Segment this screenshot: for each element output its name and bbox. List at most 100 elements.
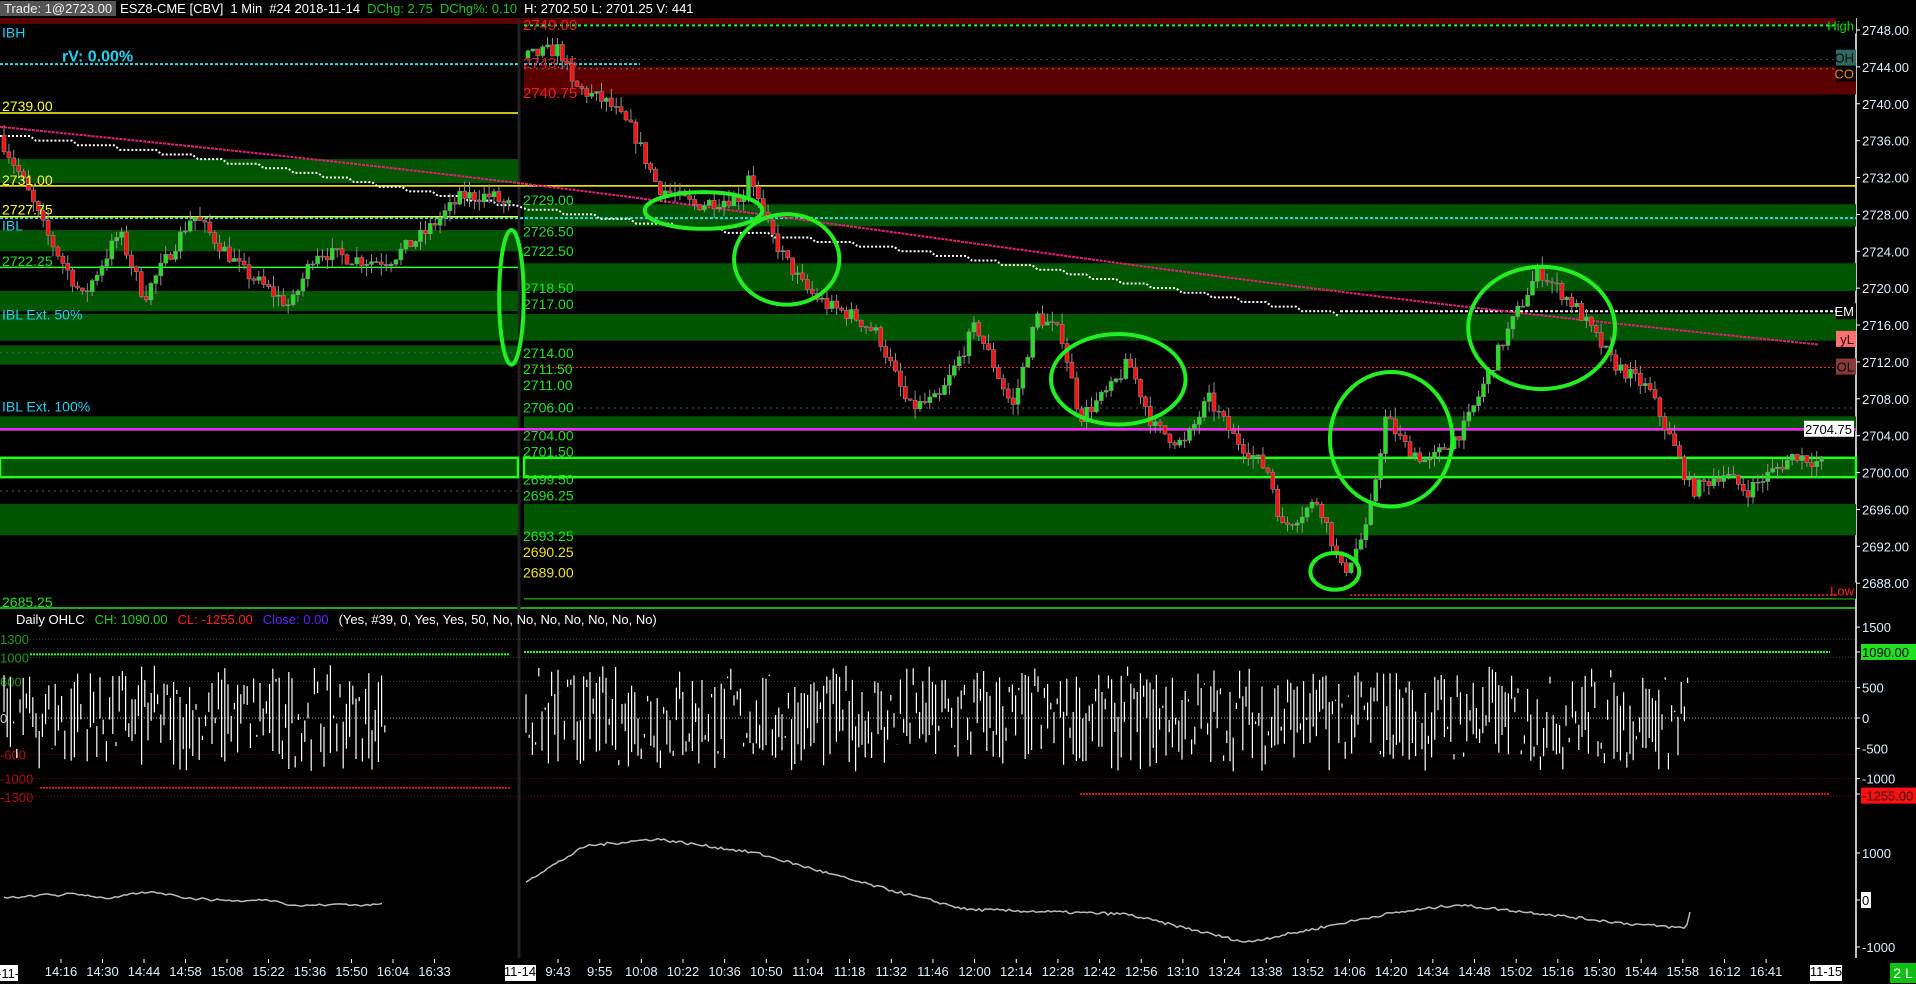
time-axis-label: 11:04 [792, 964, 824, 979]
candle-body [486, 193, 492, 198]
candle-body [452, 202, 458, 205]
candle-body [261, 276, 267, 285]
level-zone [0, 456, 520, 479]
candle-body [1667, 429, 1672, 435]
level-label: IBL Ext. 100% [2, 399, 90, 415]
oscillator-axis-label: -500 [1862, 741, 1888, 756]
candle-body [1211, 392, 1217, 412]
candle-body [1255, 454, 1261, 457]
candle-body [1324, 517, 1329, 524]
candle-body [1290, 524, 1295, 526]
candle-body [1623, 364, 1628, 379]
candle-body [217, 242, 222, 252]
candle-body [1270, 471, 1276, 490]
price-axis-label: 2720.00 [1862, 281, 1909, 296]
candle-body [1755, 481, 1761, 484]
candle-body [1094, 400, 1099, 413]
candle-body [1246, 452, 1251, 459]
time-axis-label: 13:38 [1250, 964, 1283, 979]
candle-body [1084, 406, 1089, 422]
candle-body [1814, 461, 1819, 467]
status-badge[interactable]: 2 L [1893, 965, 1913, 981]
candle-body [589, 92, 595, 97]
candle-body [545, 44, 550, 48]
level-label: 2714.00 [523, 345, 574, 361]
level-label: IBH [2, 24, 25, 40]
time-axis-label: 14:58 [169, 964, 202, 979]
time-axis-label: 10:08 [625, 964, 658, 979]
candle-body [134, 266, 139, 273]
candle-body [1804, 455, 1810, 464]
candle-body [569, 63, 575, 82]
level-zone [0, 313, 518, 341]
candle-body [364, 263, 369, 266]
symbol[interactable]: ESZ8-CME [CBV] [120, 1, 224, 16]
candle-body [462, 190, 467, 199]
candle-body [256, 276, 262, 281]
candle-body [902, 386, 908, 400]
level-label: 2729.00 [523, 192, 574, 208]
candle-body [1789, 453, 1795, 461]
candle-body [55, 246, 61, 257]
candle-body [339, 248, 345, 256]
cumulative-series [525, 837, 1691, 943]
candle-body [1819, 457, 1824, 462]
candle-body [109, 240, 115, 260]
candle-body [305, 263, 311, 280]
candle-body [932, 393, 938, 398]
candle-body [1530, 280, 1535, 296]
candle-body [1662, 416, 1668, 431]
time-axis-date: -11-13 [0, 966, 34, 981]
level-zone [524, 416, 1856, 432]
candle-body [942, 385, 947, 395]
level-zone [524, 313, 1856, 341]
candle-body [423, 229, 428, 234]
cumulative-axis-label: -1000 [1862, 940, 1895, 955]
time-axis-label: 16:33 [418, 964, 451, 979]
candle-body [354, 257, 360, 265]
candle-body [956, 356, 962, 367]
candle-body [692, 199, 697, 205]
candle-body [315, 255, 320, 265]
candle-body [755, 186, 761, 199]
candle-body [1319, 503, 1325, 518]
time-axis-label: 15:22 [252, 964, 285, 979]
candle-body [1275, 488, 1280, 517]
right-tag-low: Low [1830, 584, 1854, 599]
candle-body [212, 232, 217, 244]
candle-body [790, 257, 795, 275]
indicator-header: Daily OHLC CH: 1090.00 CL: -1255.00 Close: … [16, 612, 657, 627]
time-axis-date: 11-15 [1810, 964, 1842, 979]
candle-body [285, 304, 291, 307]
tag-bg [1836, 330, 1856, 347]
level-label: 2685.25 [2, 594, 53, 610]
price-axis-label: 2728.00 [1862, 207, 1909, 222]
oscillator-left-label: 1300 [0, 632, 29, 647]
candle-body [751, 175, 756, 187]
candle-body [1187, 428, 1192, 441]
time-axis-date: 11-14 [504, 964, 536, 979]
cumulative-axis-label: 0 [1862, 893, 1869, 908]
candle-body [276, 295, 281, 297]
candle-body [927, 396, 933, 403]
candle-body [1554, 282, 1560, 285]
candle-body [65, 263, 70, 271]
candle-body [1642, 383, 1648, 386]
candle-body [1750, 481, 1756, 498]
high-low-volume: H: 2702.50 L: 2701.25 V: 441 [524, 1, 694, 16]
candle-body [491, 191, 497, 198]
candle-body [1397, 433, 1403, 436]
right-tag-em: EM [1835, 304, 1855, 319]
candle-body [496, 191, 502, 202]
candle-body [1050, 321, 1055, 324]
candle-body [1613, 354, 1619, 371]
candle-body [613, 106, 619, 108]
candle-body [1221, 411, 1227, 417]
level-zone [0, 416, 518, 432]
vwap-line [0, 135, 1339, 317]
candle-body [604, 97, 609, 102]
level-zone [524, 66, 1856, 95]
interval[interactable]: 1 Min [230, 1, 263, 16]
candle-body [1765, 471, 1770, 482]
